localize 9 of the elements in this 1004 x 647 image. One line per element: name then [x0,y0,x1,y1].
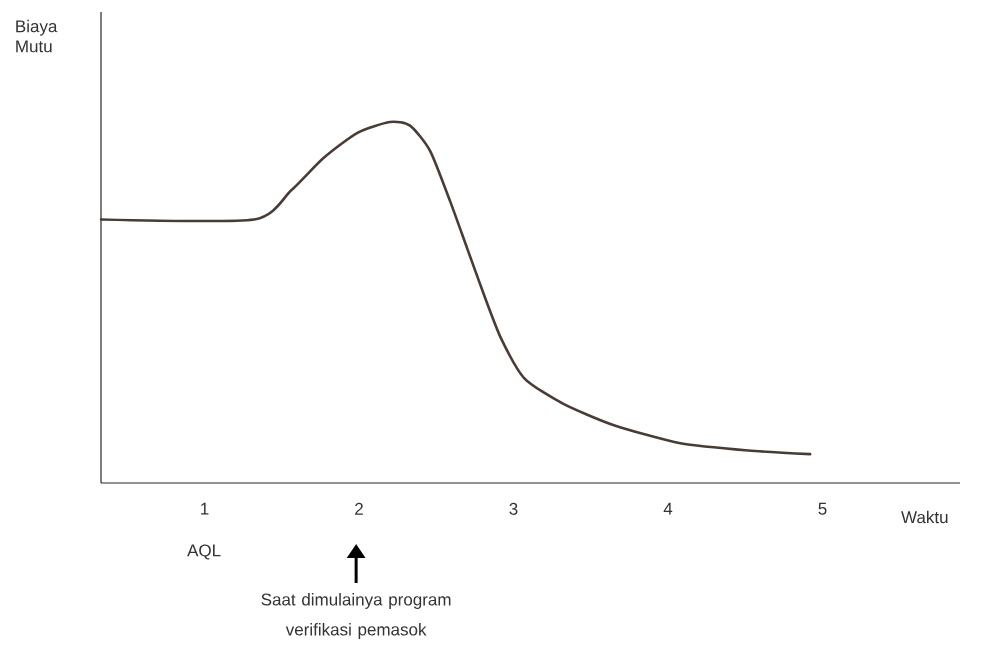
x-tick-label: 2 [355,502,363,515]
y-axis-title: Biaya Mutu [16,19,58,53]
x-tick-label: 1 [201,502,209,515]
text: AQL [187,544,221,560]
x-tick-label: 3 [509,502,518,515]
text: Saat dimulainya program verifikasi pemasok [261,593,451,639]
x-axis-title: Waktu [901,510,948,524]
x-tick-label: 5 [818,502,827,515]
x-tick-label: 4 [663,502,673,515]
